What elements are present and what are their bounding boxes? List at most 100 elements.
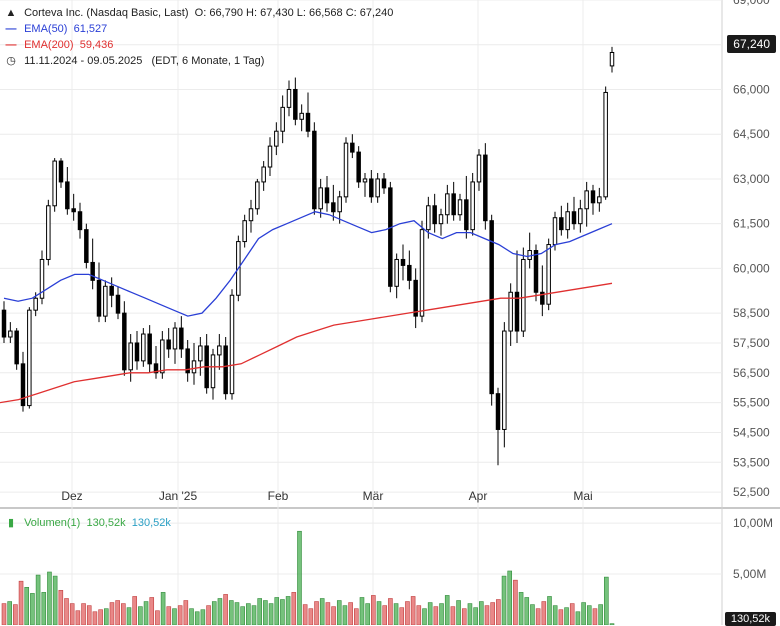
candle-body[interactable] <box>109 285 114 296</box>
candle-body[interactable] <box>464 199 469 231</box>
candle-body[interactable] <box>419 229 425 317</box>
candle-body[interactable] <box>128 342 133 371</box>
candle-body[interactable] <box>210 354 216 389</box>
candle-body[interactable] <box>115 294 121 314</box>
candle-body[interactable] <box>565 211 570 231</box>
candle-body[interactable] <box>248 208 254 222</box>
candle-body[interactable] <box>489 220 494 395</box>
candle-body[interactable] <box>331 202 336 213</box>
candle-body[interactable] <box>388 187 393 287</box>
candle-body[interactable] <box>533 250 539 293</box>
candle-body[interactable] <box>514 291 520 332</box>
candle-body[interactable] <box>495 393 501 430</box>
candle-body[interactable] <box>160 339 165 374</box>
candle-body[interactable] <box>52 160 57 207</box>
candle-body[interactable] <box>96 279 102 317</box>
candle-body[interactable] <box>14 330 19 365</box>
candle-body[interactable] <box>255 181 260 210</box>
candle-body[interactable] <box>229 294 235 395</box>
candle-body[interactable] <box>141 333 146 362</box>
candle-body[interactable] <box>508 291 513 332</box>
candle-body[interactable] <box>426 205 431 231</box>
candle-body[interactable] <box>286 88 292 108</box>
candle-body[interactable] <box>198 345 203 362</box>
candle-body[interactable] <box>305 112 311 132</box>
candle-body[interactable] <box>552 217 558 246</box>
candle-body[interactable] <box>65 181 70 210</box>
candle-body[interactable] <box>597 196 602 204</box>
candle-body[interactable] <box>432 205 437 225</box>
candle-body[interactable] <box>1 309 7 338</box>
candle-body[interactable] <box>134 342 140 362</box>
candle-body[interactable] <box>242 220 247 243</box>
candle-body[interactable] <box>293 88 298 120</box>
candle-body[interactable] <box>483 154 488 222</box>
candle-body[interactable] <box>324 187 330 204</box>
candle-body[interactable] <box>381 178 387 189</box>
candle-body[interactable] <box>8 330 13 338</box>
candle-body[interactable] <box>578 208 583 225</box>
candle-body[interactable] <box>46 205 51 260</box>
candle-body[interactable] <box>362 178 368 183</box>
candle-body[interactable] <box>590 190 596 204</box>
candle-body[interactable] <box>603 91 608 198</box>
candle-body[interactable] <box>217 345 222 356</box>
candle-body[interactable] <box>77 211 83 231</box>
candle-body[interactable] <box>540 291 545 305</box>
candle-body[interactable] <box>527 250 532 260</box>
legend-ema50[interactable]: — EMA(50) 61,527 <box>4 22 108 36</box>
candle-body[interactable] <box>546 244 551 305</box>
candle-body[interactable] <box>147 333 152 365</box>
candle-body[interactable] <box>521 258 526 332</box>
candle-body[interactable] <box>20 363 26 407</box>
candle-body[interactable] <box>609 51 615 67</box>
candle-body[interactable] <box>33 297 38 311</box>
candle-body[interactable] <box>476 154 482 183</box>
candle-body[interactable] <box>375 178 380 198</box>
candle-body[interactable] <box>451 193 456 216</box>
candle-body[interactable] <box>153 363 159 374</box>
candle-body[interactable] <box>438 214 444 225</box>
candle-body[interactable] <box>122 312 127 371</box>
candle-body[interactable] <box>445 193 450 216</box>
legend-volume[interactable]: ▮ Volumen(1) 130,52k 130,52k <box>4 516 171 530</box>
candle-body[interactable] <box>172 327 178 350</box>
candle-body[interactable] <box>584 190 589 210</box>
candle-body[interactable] <box>261 166 266 183</box>
candle-body[interactable] <box>318 187 323 210</box>
candle-body[interactable] <box>457 199 463 216</box>
candle-body[interactable] <box>39 258 45 299</box>
candle-body[interactable] <box>337 196 342 213</box>
candle-body[interactable] <box>343 142 349 198</box>
candle-body[interactable] <box>27 309 32 407</box>
candle-body[interactable] <box>312 130 317 210</box>
candle-body[interactable] <box>103 285 108 317</box>
candle-body[interactable] <box>394 258 399 287</box>
candle-body[interactable] <box>191 360 197 374</box>
candle-body[interactable] <box>274 130 279 147</box>
candle-body[interactable] <box>400 258 406 266</box>
candle-body[interactable] <box>280 106 285 132</box>
candle-body[interactable] <box>502 330 507 430</box>
candle-body[interactable] <box>166 339 171 350</box>
candle-body[interactable] <box>350 142 355 153</box>
candle-body[interactable] <box>71 208 76 213</box>
volume-bar <box>604 576 609 625</box>
candle-body[interactable] <box>369 178 374 198</box>
candle-body[interactable] <box>58 160 64 183</box>
candle-body[interactable] <box>559 217 564 231</box>
candle-body[interactable] <box>413 279 418 317</box>
candle-body[interactable] <box>470 181 475 231</box>
candle-body[interactable] <box>407 264 412 281</box>
candle-body[interactable] <box>179 327 184 350</box>
candle-body[interactable] <box>267 145 273 168</box>
candle-body[interactable] <box>223 345 228 395</box>
candle-body[interactable] <box>90 261 95 281</box>
candle-body[interactable] <box>356 151 361 183</box>
legend-ema200[interactable]: — EMA(200) 59,436 <box>4 38 114 52</box>
candle-body[interactable] <box>299 112 304 120</box>
candle-body[interactable] <box>84 229 89 263</box>
candle-body[interactable] <box>185 348 190 374</box>
candle-body[interactable] <box>571 211 577 225</box>
